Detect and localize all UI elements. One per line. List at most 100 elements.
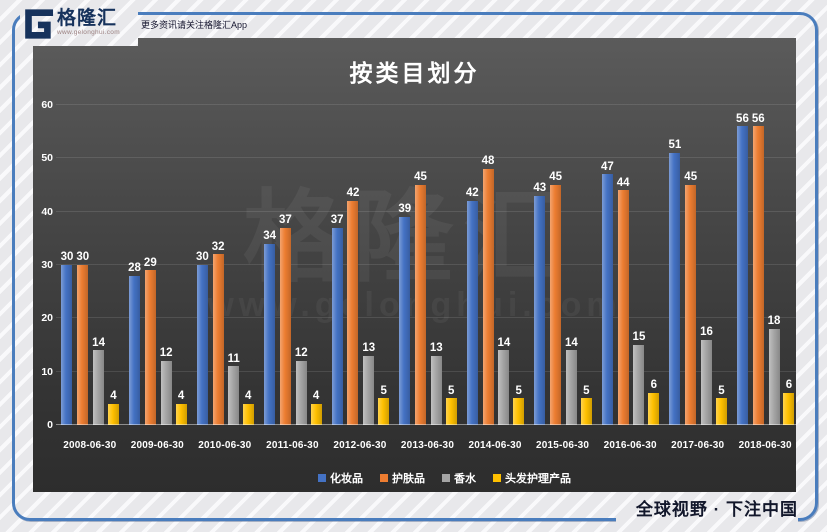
bar-group: 42 48 14 5 <box>461 105 529 425</box>
bar-value-label: 12 <box>159 347 173 360</box>
bar <box>212 254 224 425</box>
bar-value-label: 43 <box>533 182 547 195</box>
bar <box>279 227 291 425</box>
logo-name: 格隆汇 <box>57 8 118 30</box>
x-tick-label: 2017-06-30 <box>671 440 725 451</box>
bar-groups: 30 30 14 4 28 29 12 4 30 32 11 4 34 37 12 4 37 42 13 5 39 45 1… <box>56 105 796 425</box>
bar-value-label: 14 <box>565 336 578 349</box>
bar-column: 18 <box>768 315 780 425</box>
bar-column: 45 <box>414 171 427 425</box>
bar-column: 5 <box>378 385 390 425</box>
bar-value-label: 29 <box>143 256 157 269</box>
bar-value-label: 4 <box>312 390 320 403</box>
bar <box>736 126 748 425</box>
bar <box>580 398 592 425</box>
x-axis-line <box>56 424 796 425</box>
bar-value-label: 13 <box>429 342 443 355</box>
chart-title: 按类目划分 <box>349 60 480 86</box>
bar-group: 30 30 14 4 <box>56 105 124 425</box>
bar <box>129 275 141 425</box>
bar-value-label: 5 <box>515 384 522 397</box>
bar-column: 13 <box>430 342 443 425</box>
bar <box>242 403 254 425</box>
x-tick-label: 2014-06-30 <box>468 440 522 451</box>
bar-column: 37 <box>279 214 292 425</box>
y-gridline <box>56 157 796 159</box>
y-gridline <box>56 317 796 319</box>
bar-column: 14 <box>497 337 510 425</box>
bar-value-label: 48 <box>481 155 495 168</box>
bar <box>347 201 359 425</box>
logo: 格隆汇 www.gelonghui.com <box>20 0 138 46</box>
bar-group: 43 45 14 5 <box>529 105 597 425</box>
bar <box>331 227 343 425</box>
bar-column: 15 <box>632 331 646 425</box>
bar <box>685 185 697 425</box>
bar-column: 43 <box>533 182 546 425</box>
bar-column: 12 <box>160 347 173 425</box>
bar-column: 5 <box>580 384 592 425</box>
bar <box>715 398 727 425</box>
bar-value-label: 5 <box>583 384 590 397</box>
bar <box>196 265 208 425</box>
bar-value-label: 39 <box>398 203 412 216</box>
bar <box>445 398 457 425</box>
bar-value-label: 47 <box>600 160 614 173</box>
legend-marker <box>380 474 388 482</box>
legend-item: 头发护理产品 <box>493 470 571 486</box>
bar <box>61 265 73 425</box>
legend-marker <box>493 474 501 482</box>
bar-column: 6 <box>783 379 795 425</box>
bar-value-label: 4 <box>245 390 252 403</box>
bar-column: 39 <box>398 203 411 425</box>
bar-value-label: 11 <box>227 352 240 365</box>
bar <box>482 169 494 425</box>
bar-column: 28 <box>128 262 141 425</box>
x-tick-label: 2009-06-30 <box>130 440 184 451</box>
bar-value-label: 15 <box>632 331 646 344</box>
gelonghui-logo-icon <box>25 9 54 39</box>
legend-label: 化妆品 <box>330 473 363 485</box>
x-tick-label: 2013-06-30 <box>400 440 455 451</box>
bar-value-label: 34 <box>263 230 277 243</box>
legend-item: 护肤品 <box>380 470 425 486</box>
bar-value-label: 42 <box>465 187 479 200</box>
bar-column: 5 <box>715 385 727 425</box>
bar <box>378 398 390 425</box>
legend-item: 化妆品 <box>318 470 363 486</box>
bar-value-label: 56 <box>736 112 749 125</box>
y-tick-label: 50 <box>41 152 53 165</box>
bar <box>534 195 546 425</box>
bar <box>228 366 240 425</box>
bar-column: 42 <box>466 187 479 425</box>
bar-value-label: 14 <box>92 336 105 349</box>
bar <box>295 361 307 425</box>
bar-value-label: 28 <box>128 262 141 275</box>
legend-label: 头发护理产品 <box>505 473 571 485</box>
bar-value-label: 30 <box>60 251 74 264</box>
bar-value-label: 6 <box>650 379 658 392</box>
bar-column: 4 <box>107 390 119 425</box>
bar-column: 56 <box>736 113 749 425</box>
bar-value-label: 56 <box>751 112 765 125</box>
bar-column: 48 <box>481 155 495 425</box>
bar-column: 6 <box>648 379 660 425</box>
x-tick-label: 2010-06-30 <box>198 440 252 451</box>
bar-column: 30 <box>76 251 89 425</box>
x-axis-labels: 2008-06-30 2009-06-30 2010-06-30 2011-06-30… <box>56 440 796 451</box>
y-tick-label: 30 <box>41 259 53 271</box>
bar <box>633 345 645 425</box>
bar <box>498 350 510 425</box>
bar <box>363 355 375 425</box>
bar-value-label: 45 <box>414 171 427 184</box>
legend-item: 香水 <box>442 470 476 486</box>
bar <box>783 393 795 425</box>
x-tick-label: 2018-06-30 <box>738 440 792 451</box>
legend-marker <box>318 474 326 482</box>
bar <box>160 361 172 425</box>
bar <box>648 393 660 425</box>
bar <box>565 350 577 425</box>
chart-legend: 化妆品 护肤品 香水 头发护理产品 <box>63 470 796 486</box>
bar-value-label: 32 <box>211 240 225 253</box>
bar-group: 56 56 18 6 <box>731 105 796 425</box>
